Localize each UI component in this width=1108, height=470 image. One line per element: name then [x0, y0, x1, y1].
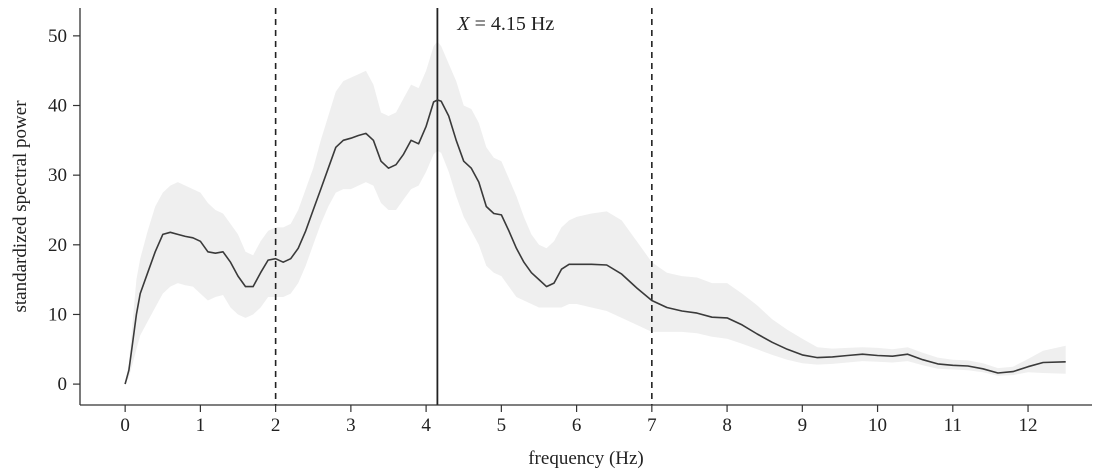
y-tick-label: 50: [48, 26, 67, 47]
y-tick-label: 30: [48, 165, 67, 186]
x-tick-label: 8: [722, 415, 732, 436]
axes-layer: [73, 8, 1092, 412]
series-line: [124, 99, 1066, 385]
y-tick-label: 20: [48, 235, 67, 256]
x-tick-label: 11: [944, 415, 962, 436]
annotation-variable: X: [456, 13, 470, 35]
confidence-band-layer: [125, 41, 1066, 385]
y-tick-label: 10: [48, 304, 67, 325]
x-tick-label: 5: [497, 415, 507, 436]
x-tick-label: 10: [868, 415, 887, 436]
x-tick-label: 3: [346, 415, 356, 436]
peak-annotation: X = 4.15 Hz: [456, 13, 554, 35]
x-tick-label: 1: [196, 415, 206, 436]
series-line-layer: [124, 99, 1066, 385]
y-tick-label: 0: [58, 374, 68, 395]
reference-lines-layer: [274, 8, 653, 405]
annotation-value: = 4.15 Hz: [470, 13, 555, 35]
y-axis-label: standardized spectral power: [10, 100, 31, 313]
x-tick-label: 12: [1019, 415, 1038, 436]
x-tick-label: 4: [421, 415, 431, 436]
x-tick-label: 2: [271, 415, 281, 436]
x-tick-label: 7: [647, 415, 657, 436]
x-tick-label: 0: [120, 415, 130, 436]
confidence-band: [125, 41, 1066, 385]
x-axis-label: frequency (Hz): [528, 448, 644, 469]
x-tick-label: 9: [798, 415, 808, 436]
y-tick-label: 40: [48, 96, 67, 117]
x-tick-label: 6: [572, 415, 582, 436]
